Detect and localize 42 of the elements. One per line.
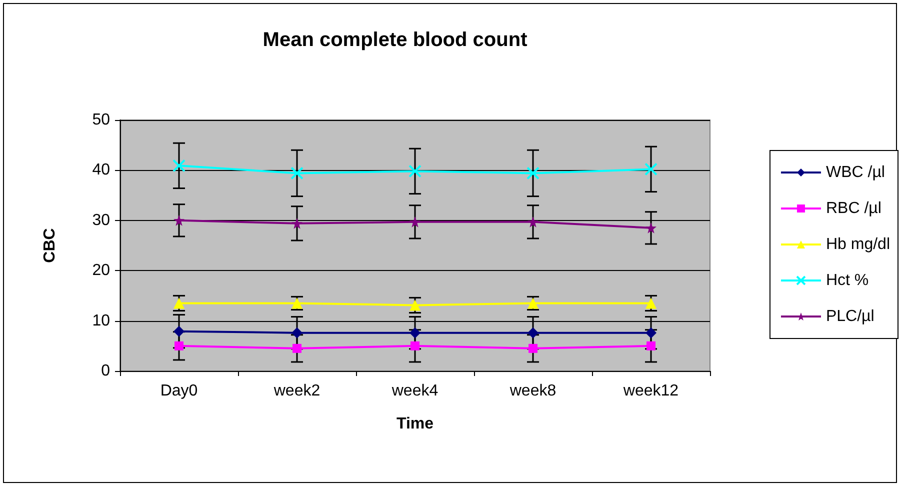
point [644, 162, 658, 176]
point [646, 327, 656, 338]
point [528, 216, 538, 228]
y-tick-label: 50 [92, 112, 110, 128]
x-tick-label: week12 [622, 382, 679, 400]
point [410, 216, 420, 228]
point [292, 218, 302, 229]
y-tick-label: 40 [92, 162, 110, 179]
point [172, 159, 186, 172]
point [174, 298, 184, 309]
point [408, 164, 422, 178]
legend-label: WBC /µl [826, 164, 885, 181]
x-axis-title: Time [396, 416, 434, 432]
x-tick-label: week4 [390, 382, 438, 400]
point [410, 327, 420, 338]
point [290, 166, 304, 180]
point [528, 327, 538, 338]
x-tick-label: Day0 [160, 382, 198, 400]
x-tick-label: week8 [508, 382, 556, 400]
y-tick-label: 0 [101, 362, 110, 380]
point [292, 327, 302, 338]
point [646, 341, 656, 350]
point [410, 341, 420, 350]
point [646, 298, 656, 309]
legend-label: RBC /µl [826, 200, 882, 217]
point [526, 166, 540, 180]
x-tick-label: week2 [272, 382, 320, 400]
point [410, 300, 420, 311]
y-tick-label: 10 [92, 312, 110, 330]
point [174, 326, 184, 337]
point [174, 341, 184, 350]
y-axis-title: CBC [42, 228, 58, 263]
point [646, 222, 656, 234]
point [292, 344, 302, 353]
point [174, 214, 184, 226]
legend-label: PLC/µl [826, 308, 874, 325]
legend-label: Hct % [826, 272, 869, 289]
legend-label: Hb mg/dl [826, 236, 890, 253]
y-tick-label: 30 [92, 212, 110, 229]
point [528, 344, 538, 353]
chart-title: Mean complete blood count [262, 29, 528, 51]
y-tick-label: 20 [92, 262, 110, 280]
